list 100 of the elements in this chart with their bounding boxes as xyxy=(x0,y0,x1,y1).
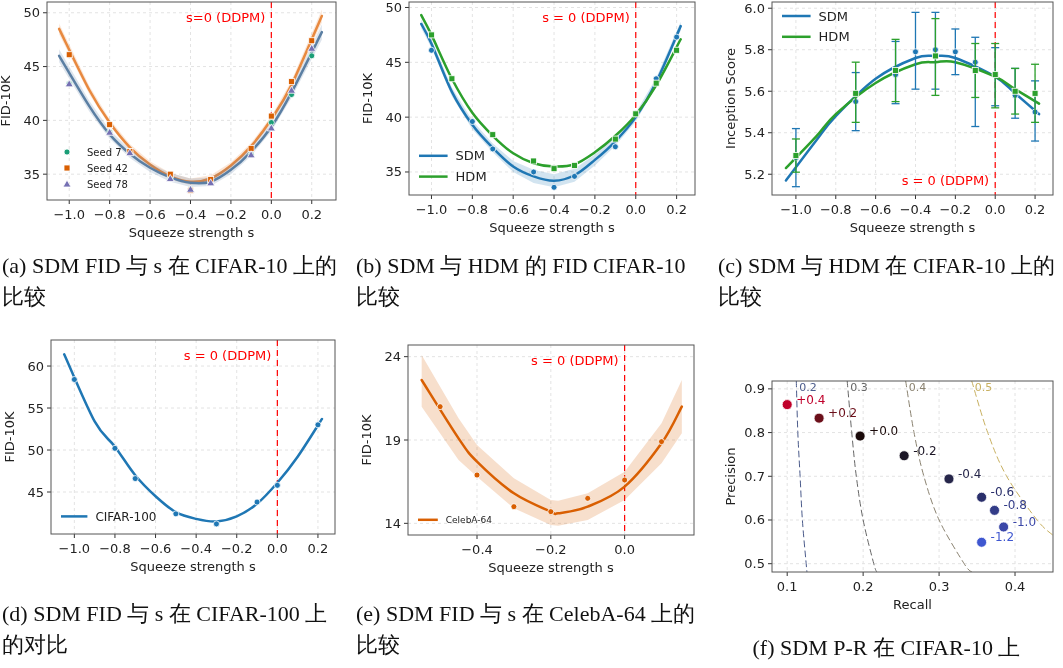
y-tick-label: 5.8 xyxy=(744,42,765,58)
x-tick-label: 0.2 xyxy=(1024,202,1046,217)
y-tick-label: 35 xyxy=(385,164,402,180)
y-tick-label: 50 xyxy=(385,0,402,15)
legend-label: SDM xyxy=(455,148,486,164)
text: (c) SDM 与 HDM 在 CIFAR-10 上的比较 xyxy=(718,252,1056,311)
ref-line-label: s = 0 (DDPM) xyxy=(901,173,990,188)
annotation: -1.2 xyxy=(990,530,1015,545)
y-axis-title: FID-10K xyxy=(360,72,375,125)
y-tick-label: 5.4 xyxy=(744,125,765,141)
legend-label: CIFAR-100 xyxy=(95,509,157,524)
y-tick-label: 0.6 xyxy=(744,512,765,528)
y-axis-title: FID-10K xyxy=(2,410,17,463)
y-tick-label: 0.8 xyxy=(744,425,765,441)
x-tick-label: 0.2 xyxy=(852,579,874,594)
y-tick-label: 5.6 xyxy=(744,83,765,99)
legend-label: Seed 42 xyxy=(87,162,128,174)
x-axis-title: Squeeze strength s xyxy=(128,225,255,240)
y-tick-label: 6.0 xyxy=(744,0,765,16)
x-tick-label: −0.8 xyxy=(93,207,126,222)
x-tick-label: −0.8 xyxy=(99,541,131,556)
x-tick-label: −0.2 xyxy=(220,541,253,556)
series-label: 0.2 xyxy=(799,381,817,394)
text: (a) SDM FID 与 s 在 CIFAR-10 上的比较 xyxy=(2,252,339,311)
y-tick-label: 0.9 xyxy=(744,381,765,397)
y-tick-label: 19 xyxy=(384,432,401,448)
x-tick-label: 0.2 xyxy=(301,207,323,222)
annotation: -1.0 xyxy=(1012,514,1037,529)
annotation: +0.4 xyxy=(796,392,826,407)
x-axis-title: Recall xyxy=(893,597,932,612)
x-tick-label: −1.0 xyxy=(415,202,448,217)
x-tick-label: −0.4 xyxy=(174,207,207,222)
x-tick-label: −0.4 xyxy=(461,542,493,557)
annotation: +0.2 xyxy=(828,406,858,421)
y-tick-label: 14 xyxy=(384,515,401,531)
y-tick-label: 60 xyxy=(27,358,44,374)
x-axis-title: Squeeze strength s xyxy=(488,560,614,575)
annotation: -0.4 xyxy=(957,466,982,481)
ref-line-label: s = 0 (DDPM) xyxy=(531,353,619,368)
y-tick-label: 45 xyxy=(27,484,44,500)
text: (e) SDM FID 与 s 在 CelebA-64 上的比较 xyxy=(356,600,697,659)
y-tick-label: 40 xyxy=(385,109,402,125)
annotation: -0.8 xyxy=(1003,498,1027,513)
x-tick-label: −0.6 xyxy=(859,202,892,217)
legend-label: SDM xyxy=(818,8,849,24)
text: (b) SDM 与 HDM 的 FID CIFAR-10 比较 xyxy=(356,252,687,311)
x-tick-label: −1.0 xyxy=(53,207,86,222)
x-axis-title: Squeeze strength s xyxy=(489,220,615,235)
x-tick-label: −0.8 xyxy=(819,202,852,217)
x-tick-label: −0.6 xyxy=(497,202,529,217)
x-tick-label: −0.6 xyxy=(134,207,166,222)
y-tick-label: 35 xyxy=(23,166,40,182)
x-axis-title: Squeeze strength s xyxy=(849,220,976,235)
x-tick-label: −0.6 xyxy=(139,541,172,556)
x-tick-label: 0.2 xyxy=(307,541,329,556)
y-tick-label: 0.7 xyxy=(744,468,765,484)
text: (f) SDM P-R 在 CIFAR-10 上 xyxy=(751,634,1022,662)
x-tick-label: −0.2 xyxy=(939,202,972,217)
x-tick-label: 0.0 xyxy=(984,202,1006,217)
x-tick-label: 0.0 xyxy=(267,541,288,556)
ref-line-label: s=0 (DDPM) xyxy=(186,10,266,25)
series-label: 0.5 xyxy=(974,381,993,394)
x-tick-label: −0.4 xyxy=(180,541,212,556)
ref-line-label: s = 0 (DDPM) xyxy=(542,10,630,25)
x-tick-label: 0.3 xyxy=(928,579,950,594)
text: (d) SDM FID 与 s 在 CIFAR-100 上的对比 xyxy=(2,600,329,659)
x-tick-label: −0.4 xyxy=(899,202,932,217)
x-tick-label: −1.0 xyxy=(780,202,812,217)
y-tick-label: 40 xyxy=(23,112,40,128)
legend-label: CelebA-64 xyxy=(445,515,493,526)
annotation: -0.6 xyxy=(990,485,1015,500)
x-tick-label: 0.1 xyxy=(776,579,798,594)
x-tick-label: −0.4 xyxy=(538,202,570,217)
series-label: 0.4 xyxy=(908,381,927,394)
y-axis-title: Precision xyxy=(723,447,738,506)
y-tick-label: 45 xyxy=(385,54,402,70)
legend-label: Seed 7 xyxy=(87,146,122,158)
legend-label: HDM xyxy=(818,29,850,45)
y-tick-label: 0.5 xyxy=(744,556,765,572)
x-tick-label: 0.0 xyxy=(260,207,282,222)
x-tick-label: −0.8 xyxy=(456,202,489,217)
x-tick-label: −0.2 xyxy=(579,202,611,217)
x-tick-label: −0.2 xyxy=(215,207,247,222)
y-tick-label: 24 xyxy=(384,349,401,365)
legend-label: HDM xyxy=(455,169,487,185)
y-axis-title: FID-10K xyxy=(0,74,13,127)
x-tick-label: 0.0 xyxy=(614,542,635,557)
y-tick-label: 55 xyxy=(27,400,44,416)
x-tick-label: 0.0 xyxy=(625,202,647,217)
annotation: -0.2 xyxy=(913,443,937,458)
y-tick-label: 45 xyxy=(23,59,40,75)
y-axis-title: FID-10K xyxy=(359,413,374,466)
annotation: +0.0 xyxy=(869,424,899,439)
x-tick-label: −1.0 xyxy=(58,541,91,556)
y-axis-title: Inception Score xyxy=(723,48,738,149)
series-label: 0.3 xyxy=(850,381,868,394)
x-tick-label: 0.2 xyxy=(666,202,687,217)
x-tick-label: −0.2 xyxy=(535,542,567,557)
y-tick-label: 5.2 xyxy=(744,166,765,182)
legend-label: Seed 78 xyxy=(87,178,128,190)
